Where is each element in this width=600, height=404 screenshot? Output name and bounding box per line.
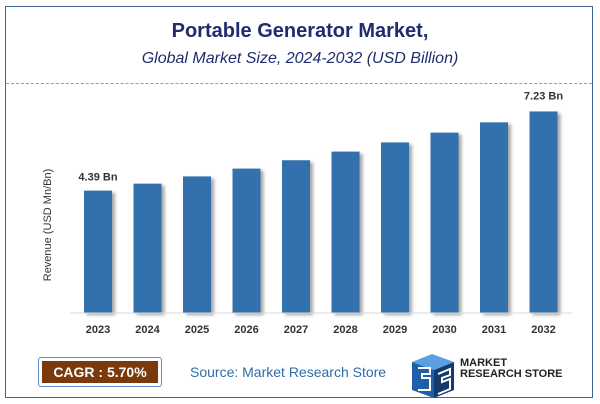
logo-text: MARKET RESEARCH STORE: [460, 358, 562, 380]
x-tick-label: 2023: [86, 324, 110, 336]
bar-2029: [381, 142, 409, 313]
bar-2024: [133, 183, 162, 313]
bar-2025: [183, 176, 211, 313]
bar-2032: [529, 111, 558, 314]
bar-2027: [282, 160, 310, 313]
x-tick-label: 2026: [234, 324, 258, 336]
x-tick-label: 2029: [383, 324, 407, 336]
x-tick-label: 2025: [185, 324, 209, 336]
logo-line-1: MARKET: [460, 357, 508, 369]
x-tick-label: 2032: [531, 324, 555, 336]
data-label: 7.23 Bn: [524, 90, 563, 102]
y-axis-label: Revenue (USD Mn/Bn): [42, 169, 54, 282]
x-tick-label: 2028: [333, 324, 357, 336]
bar-2028: [331, 151, 360, 313]
chart-title: Portable Generator Market,: [171, 20, 429, 42]
x-tick-label: 2030: [432, 324, 456, 336]
x-tick-label: 2024: [135, 324, 160, 336]
x-tick-label: 2031: [482, 324, 506, 336]
x-tick-label: 2027: [284, 324, 308, 336]
data-label: 4.39 Bn: [78, 172, 117, 184]
cagr-value: CAGR : 5.70%: [42, 361, 158, 383]
bar-2023: [84, 190, 112, 313]
market-research-store-logo-icon: [412, 354, 454, 398]
bar-2031: [480, 122, 508, 314]
cagr-badge: CAGR : 5.70%: [38, 357, 162, 387]
bar-2030: [430, 132, 459, 313]
title-divider: [6, 83, 592, 84]
bar-2026: [232, 168, 261, 313]
logo-line-2: RESEARCH STORE: [460, 368, 563, 380]
chart-frame: [5, 6, 593, 398]
chart-subtitle: Global Market Size, 2024-2032 (USD Billi…: [141, 50, 459, 67]
source-text: Source: Market Research Store: [190, 364, 387, 380]
